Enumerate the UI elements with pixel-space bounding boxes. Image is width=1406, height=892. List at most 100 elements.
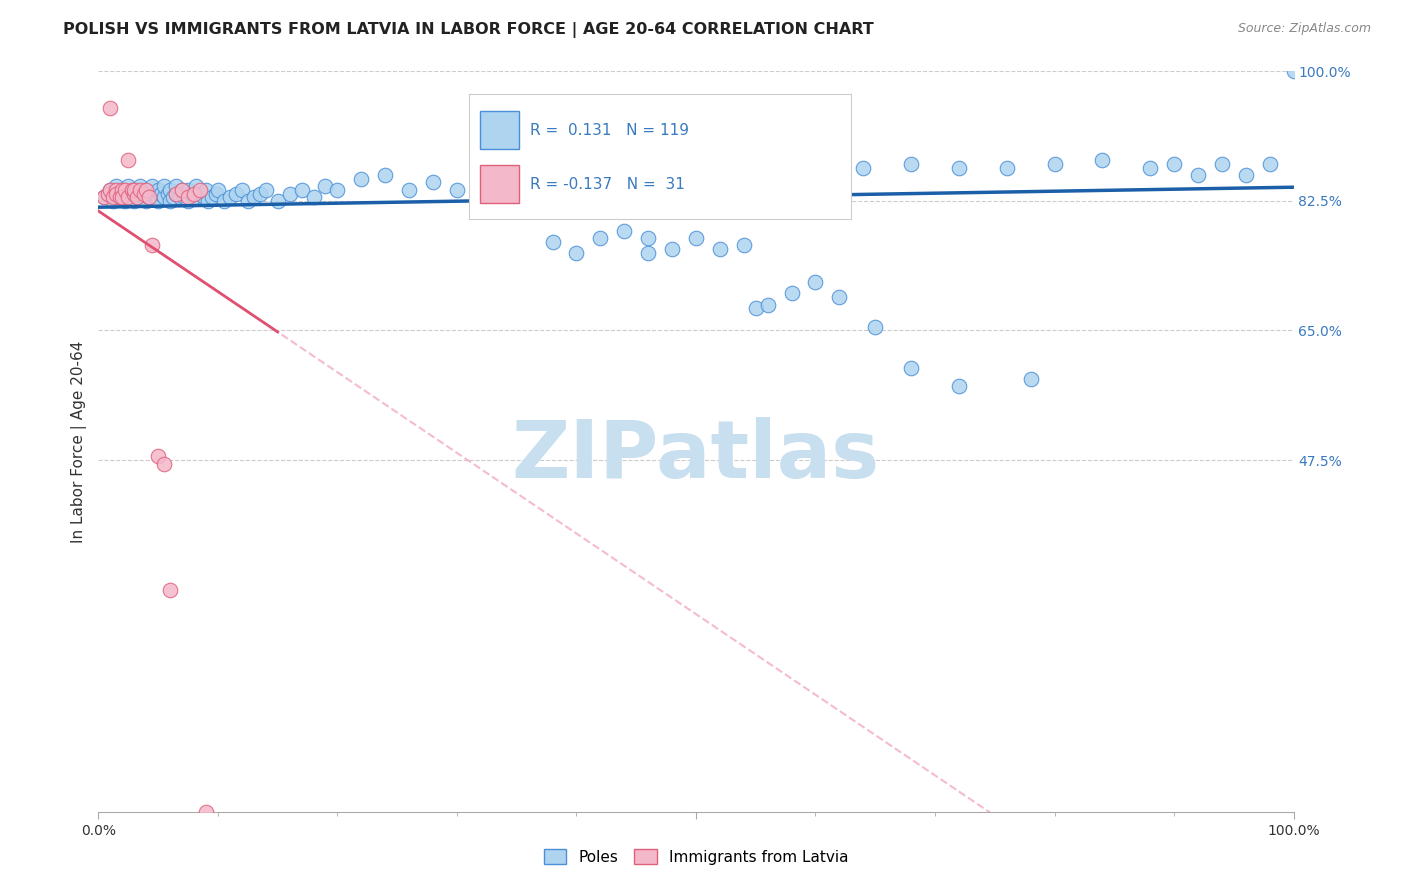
Point <box>637 245 659 260</box>
Point <box>828 164 851 178</box>
Point <box>1163 157 1185 171</box>
Point <box>153 457 176 471</box>
Point <box>291 183 314 197</box>
Point <box>117 190 139 204</box>
Point <box>780 286 803 301</box>
Point <box>125 190 148 204</box>
Point <box>114 194 136 208</box>
Point <box>267 194 290 208</box>
Point <box>124 186 146 201</box>
Point <box>98 183 122 197</box>
Point <box>326 183 349 197</box>
Point <box>165 186 187 201</box>
Point <box>135 183 157 197</box>
Point <box>169 190 191 204</box>
Point <box>852 161 875 175</box>
Point <box>105 183 128 197</box>
Point <box>243 190 266 204</box>
Point <box>1258 157 1281 171</box>
Point <box>159 582 181 597</box>
Point <box>1282 64 1305 78</box>
Point <box>709 164 731 178</box>
Point <box>195 805 218 819</box>
Point <box>105 179 128 194</box>
Point <box>121 186 143 201</box>
Point <box>98 102 122 116</box>
Point <box>1234 168 1257 182</box>
Point <box>148 450 170 464</box>
Point <box>125 190 148 204</box>
Point <box>101 194 124 208</box>
Point <box>188 186 211 201</box>
Point <box>138 190 160 204</box>
Point <box>93 190 115 204</box>
Point <box>1091 153 1114 168</box>
Point <box>1019 371 1042 385</box>
Point <box>141 238 163 252</box>
Point <box>148 183 170 197</box>
Point <box>637 168 659 182</box>
Point <box>756 297 779 311</box>
Point <box>117 153 139 168</box>
Point <box>165 179 187 194</box>
Point <box>207 183 229 197</box>
Point <box>470 179 492 194</box>
Point <box>195 183 218 197</box>
Point <box>661 242 683 256</box>
Point <box>745 301 768 316</box>
Point <box>165 186 187 201</box>
Point <box>685 231 707 245</box>
Point <box>149 186 172 201</box>
Point <box>129 186 152 201</box>
Point <box>302 190 325 204</box>
Point <box>105 186 128 201</box>
Point <box>124 183 146 197</box>
Point <box>249 186 271 201</box>
Point <box>159 183 181 197</box>
Point <box>900 157 922 171</box>
Point <box>197 194 219 208</box>
Point <box>236 194 259 208</box>
Point <box>97 186 120 201</box>
Point <box>153 190 176 204</box>
Point <box>172 183 194 197</box>
Point <box>177 183 200 197</box>
Point <box>97 186 120 201</box>
Point <box>804 276 827 290</box>
Point <box>108 190 131 204</box>
Point <box>177 190 200 204</box>
Point <box>733 238 755 252</box>
Point <box>374 168 396 182</box>
Point <box>145 190 167 204</box>
Point <box>111 183 134 197</box>
Point <box>1043 157 1066 171</box>
Point <box>111 186 134 201</box>
Point <box>204 186 226 201</box>
Point <box>129 179 152 194</box>
Point <box>212 194 235 208</box>
Point <box>225 186 247 201</box>
Point <box>201 190 224 204</box>
Point <box>685 164 707 178</box>
Point <box>900 360 922 375</box>
Point <box>111 190 134 204</box>
Point <box>541 235 564 249</box>
Point <box>177 194 200 208</box>
Y-axis label: In Labor Force | Age 20-64: In Labor Force | Age 20-64 <box>72 341 87 542</box>
Point <box>101 190 124 204</box>
Point <box>135 183 157 197</box>
Point <box>148 194 170 208</box>
Point <box>156 186 179 201</box>
Point <box>183 186 205 201</box>
Point <box>124 183 146 197</box>
Text: POLISH VS IMMIGRANTS FROM LATVIA IN LABOR FORCE | AGE 20-64 CORRELATION CHART: POLISH VS IMMIGRANTS FROM LATVIA IN LABO… <box>63 22 875 38</box>
Point <box>422 175 444 190</box>
Point <box>186 179 208 194</box>
Point <box>138 190 160 204</box>
Point <box>172 183 194 197</box>
Point <box>589 161 612 175</box>
Point <box>948 379 970 393</box>
Point <box>254 183 277 197</box>
Point <box>141 179 163 194</box>
Point <box>1139 161 1161 175</box>
